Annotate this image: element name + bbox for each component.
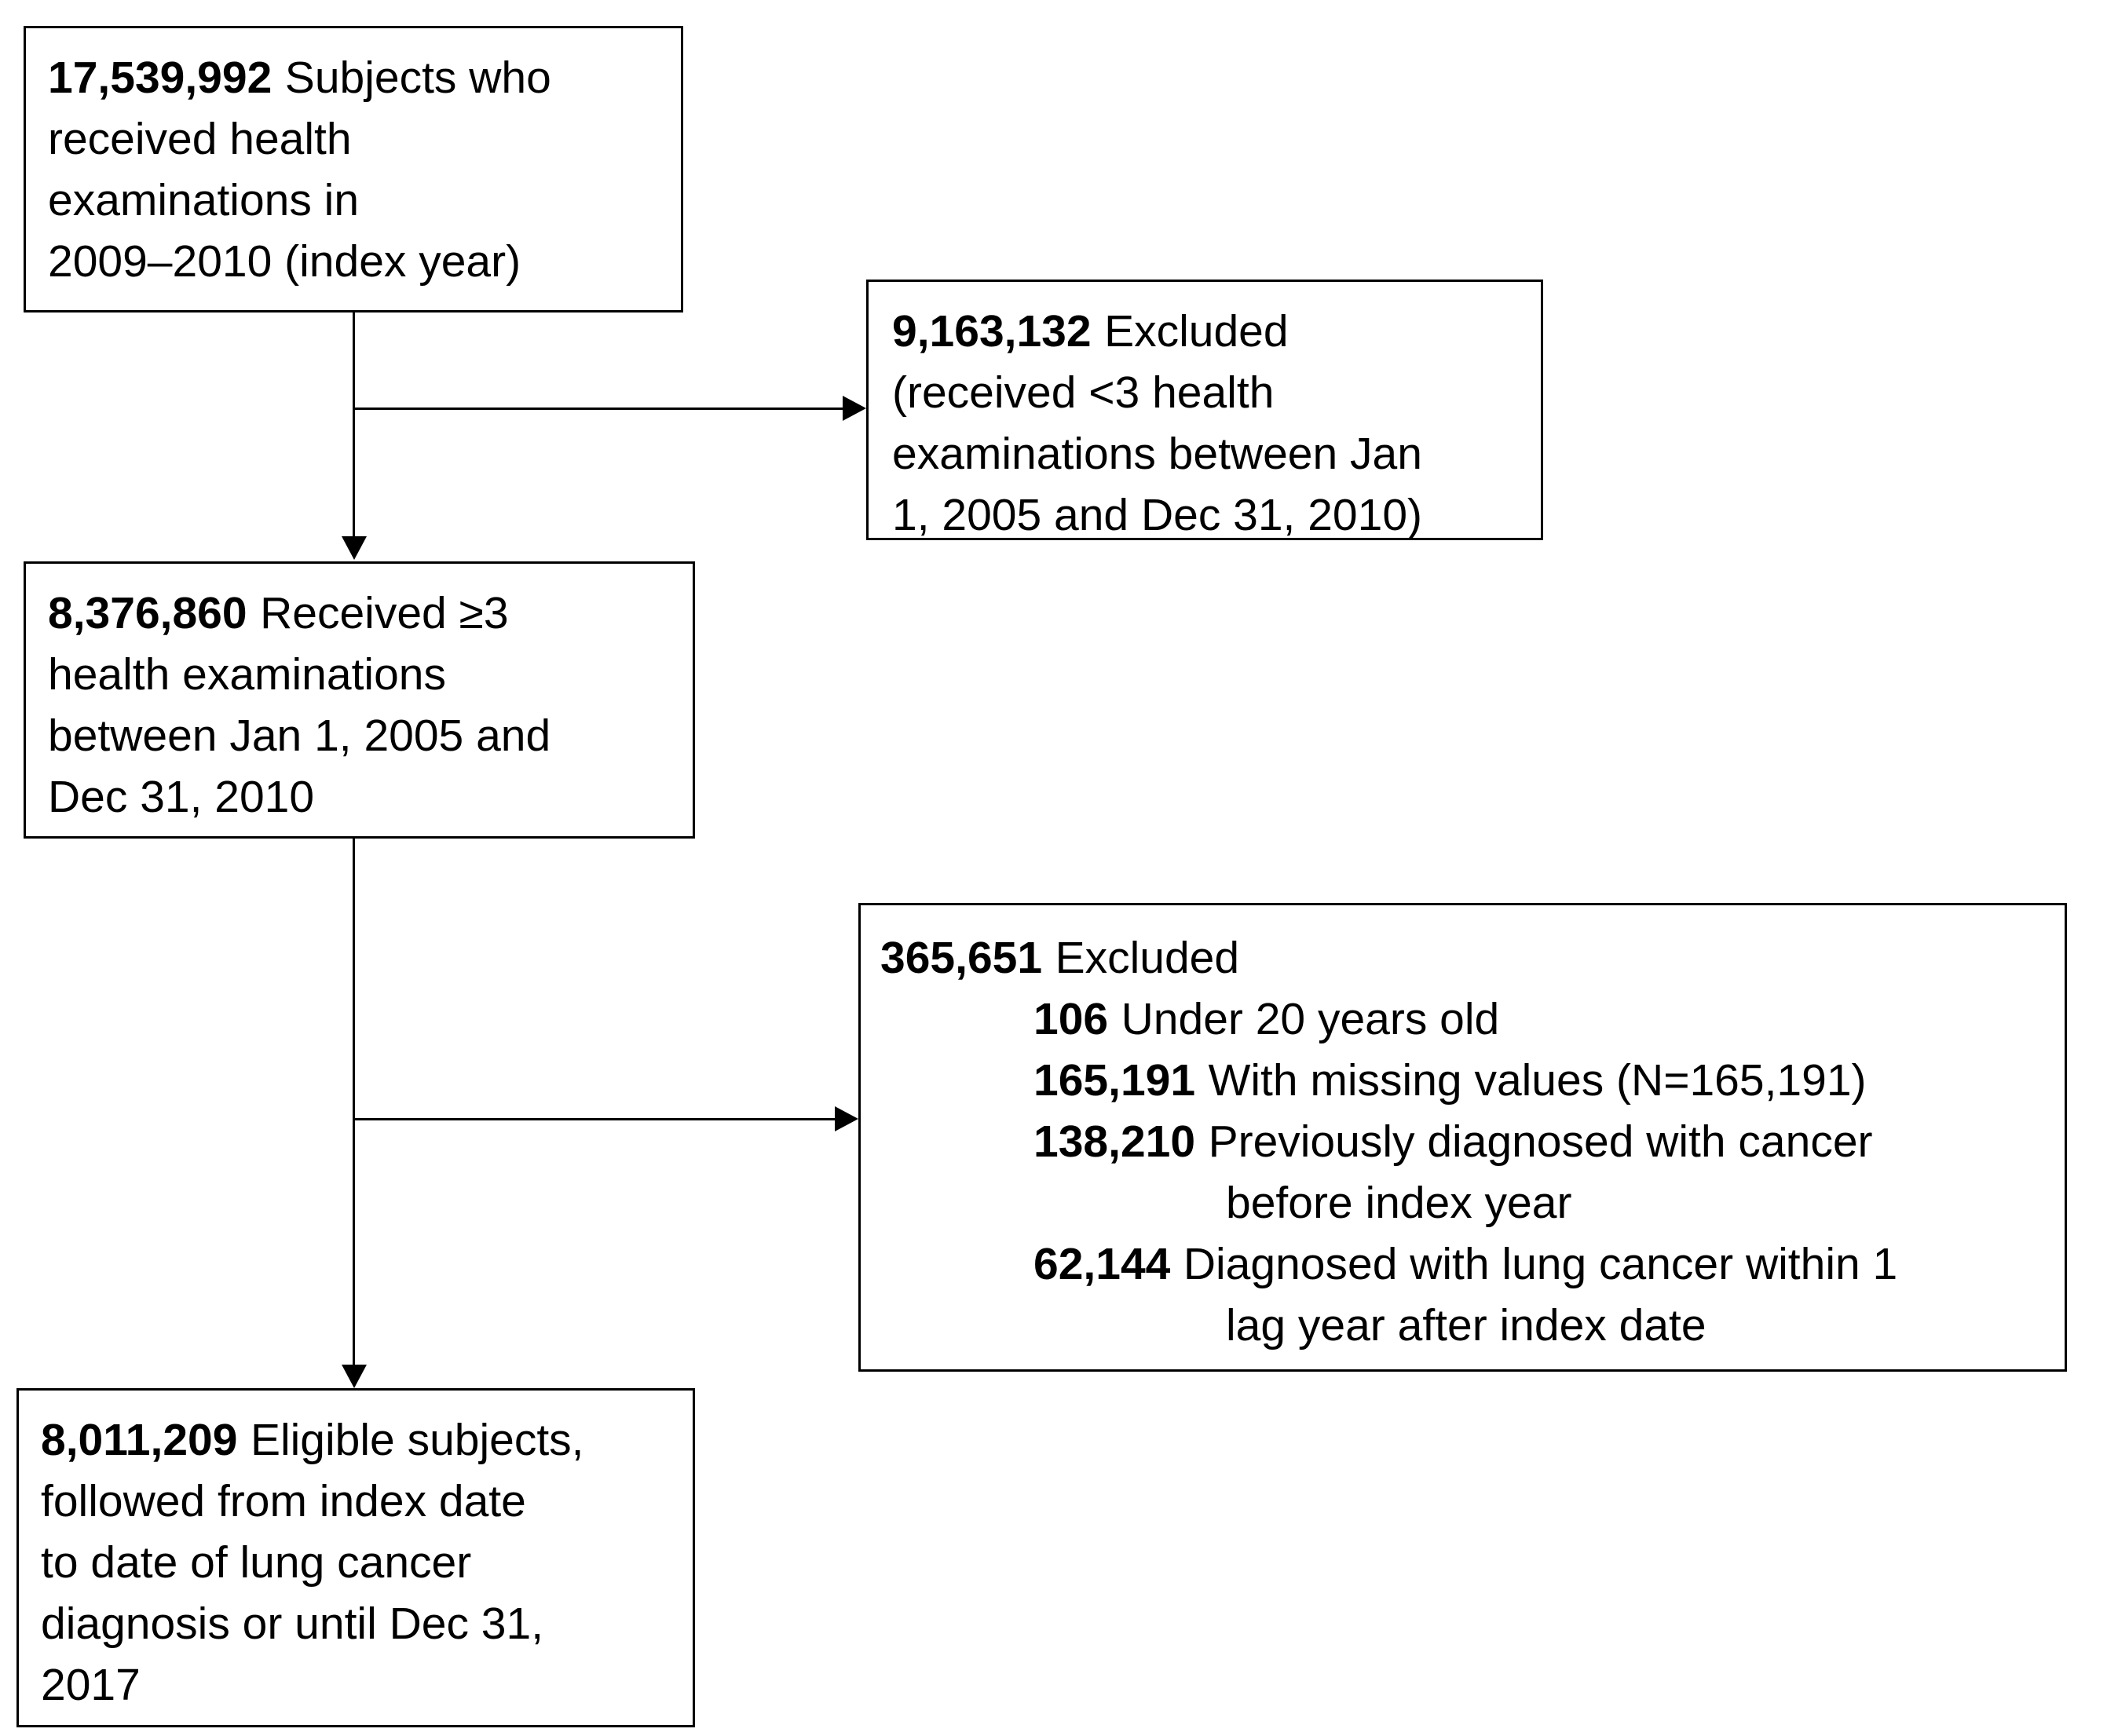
count-missing-values: 165,191	[1033, 1055, 1196, 1106]
node-text-line: 8,011,209 Eligible subjects,	[41, 1415, 584, 1465]
arrowhead-right-into-excluded1	[843, 396, 866, 421]
flow-line-box2-to-box3	[353, 839, 355, 1365]
node-initial-population: 17,539,992 Subjects who received health e…	[24, 26, 683, 312]
node-text-line: 2017	[41, 1660, 141, 1710]
count-excluded-total: 365,651	[880, 933, 1043, 983]
exclusion-item-continuation: before index year	[1226, 1178, 1572, 1228]
node-text-line: between Jan 1, 2005 and	[48, 711, 551, 761]
exclusion-item-continuation: lag year after index date	[1226, 1300, 1706, 1350]
node-text-line: examinations in	[48, 175, 360, 225]
node-text-line: 365,651 Excluded	[880, 933, 1240, 983]
count-prior-cancer: 138,210	[1033, 1117, 1196, 1167]
count-under-20: 106	[1033, 994, 1109, 1044]
count-excluded-lt3-exams: 9,163,132	[892, 306, 1092, 356]
arrowhead-down-into-box3	[342, 1365, 367, 1388]
node-excluded-other-reasons: 365,651 Excluded 106 Under 20 years old 16…	[858, 903, 2067, 1372]
count-lung-cancer-lag: 62,144	[1033, 1239, 1171, 1289]
node-text-line: 8,376,860 Received ≥3	[48, 588, 509, 638]
flow-line-box1-to-box2	[353, 312, 355, 536]
exclusion-item: 62,144 Diagnosed with lung cancer within …	[1033, 1239, 1898, 1289]
arrowhead-right-into-excluded2	[835, 1106, 858, 1131]
node-text-line: 17,539,992 Subjects who	[48, 53, 551, 103]
exclusion-item: 165,191 With missing values (N=165,191)	[1033, 1055, 1867, 1106]
node-text-line: health examinations	[48, 649, 446, 700]
node-text-line: followed from index date	[41, 1476, 526, 1526]
node-text-line: diagnosis or until Dec 31,	[41, 1599, 544, 1649]
arrowhead-down-into-box2	[342, 536, 367, 560]
node-text-line: (received <3 health	[892, 367, 1275, 418]
branch-line-to-excluded2	[354, 1118, 835, 1120]
node-text-line: examinations between Jan	[892, 429, 1422, 479]
node-text-line: Dec 31, 2010	[48, 772, 315, 822]
node-text-line: 9,163,132 Excluded	[892, 306, 1289, 356]
node-text-line: 2009–2010 (index year)	[48, 236, 521, 287]
exclusion-item: 138,210 Previously diagnosed with cancer	[1033, 1117, 1873, 1167]
node-text-line: to date of lung cancer	[41, 1537, 472, 1588]
node-excluded-lt3-exams: 9,163,132 Excluded (received <3 health ex…	[866, 280, 1543, 540]
node-eligible-subjects: 8,011,209 Eligible subjects, followed fro…	[16, 1388, 695, 1727]
node-text-line: 1, 2005 and Dec 31, 2010)	[892, 490, 1423, 540]
count-eligible-subjects: 8,011,209	[41, 1415, 238, 1465]
count-initial-population: 17,539,992	[48, 53, 273, 103]
branch-line-to-excluded1	[354, 408, 843, 410]
count-received-ge3-exams: 8,376,860	[48, 588, 247, 638]
node-text-line: received health	[48, 114, 352, 164]
node-received-ge3-exams: 8,376,860 Received ≥3 health examinations…	[24, 561, 695, 839]
exclusion-item: 106 Under 20 years old	[1033, 994, 1500, 1044]
